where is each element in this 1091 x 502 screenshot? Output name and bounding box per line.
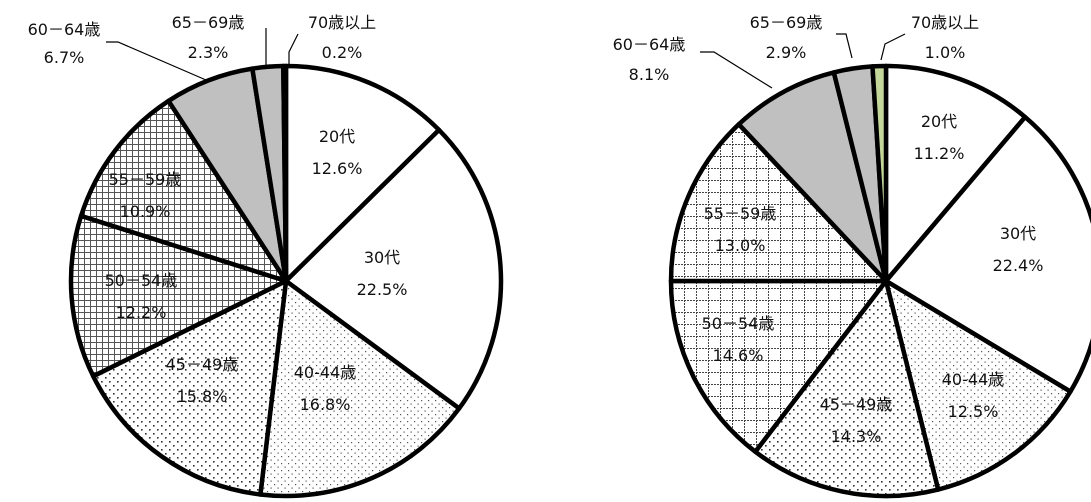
category-label-right-45-49: 45－49歳 <box>820 395 893 414</box>
category-label-left-30s: 30代 <box>364 248 400 267</box>
category-label-left-45-49: 45－49歳 <box>166 355 239 374</box>
category-label-right-40-44: 40-44歳 <box>942 370 1005 389</box>
value-label-right-20s: 11.2% <box>914 144 965 163</box>
category-label-left-20s: 20代 <box>319 127 355 146</box>
category-label-left-70-plus: 70歳以上 <box>308 13 376 32</box>
leader-line-left-70-plus <box>288 33 299 66</box>
value-label-right-60-64: 8.1% <box>629 65 670 84</box>
category-label-right-50-54: 50－54歳 <box>702 314 775 333</box>
value-label-left-60-64: 6.7% <box>44 48 85 67</box>
value-label-left-65-69: 2.3% <box>188 43 229 62</box>
value-label-left-45-49: 15.8% <box>177 387 228 406</box>
leader-line-right-70-plus <box>880 33 906 61</box>
category-label-left-55-59: 55－59歳 <box>109 170 182 189</box>
value-label-right-55-59: 13.0% <box>715 236 766 255</box>
leader-line-right-60-64 <box>700 51 773 89</box>
category-label-right-60-64: 60－64歳 <box>613 35 686 54</box>
pie-slice-left-70-plus <box>281 63 289 284</box>
value-label-right-50-54: 14.6% <box>713 346 764 365</box>
pie-slice-right-50-54 <box>668 278 889 454</box>
value-label-right-65-69: 2.9% <box>766 43 807 62</box>
pie-slice-right-30s <box>883 114 1091 394</box>
category-label-right-20s: 20代 <box>921 112 957 131</box>
value-label-right-45-49: 14.3% <box>831 427 882 446</box>
category-label-left-40-44: 40-44歳 <box>294 363 357 382</box>
leader-line-left-60-64 <box>106 41 207 81</box>
value-label-left-40-44: 16.8% <box>300 395 351 414</box>
pie-chart-right: 20代 11.2% 30代 22.4% 40-44歳 12.5% 45－49歳 14.3% 50… <box>613 13 1091 499</box>
pie-slice-right-20s <box>883 63 1028 284</box>
pie-slice-left-50-54 <box>68 213 289 379</box>
pie-chart-left: 20代 12.6% 30代 22.5% 40-44歳 16.8% 45－49歳 15.8% 50… <box>28 13 504 499</box>
category-label-left-50-54: 50－54歳 <box>105 271 178 290</box>
pie-slice-right-70-plus <box>870 63 889 284</box>
pie-slice-left-45-49 <box>90 278 289 497</box>
category-label-left-65-69: 65－69歳 <box>172 13 245 32</box>
leader-line-right-65-69 <box>836 33 853 59</box>
value-label-left-50-54: 12.2% <box>116 303 167 322</box>
pie-slice-right-55-59 <box>668 122 889 284</box>
value-label-right-30s: 22.4% <box>993 256 1044 275</box>
pie-slice-left-55-59 <box>78 98 289 284</box>
pie-slice-left-40-44 <box>258 278 462 499</box>
pie-slice-left-30s <box>283 127 504 411</box>
value-label-right-40-44: 12.5% <box>948 402 999 421</box>
pie-slice-right-40-44 <box>883 278 1073 492</box>
category-label-right-30s: 30代 <box>1000 224 1036 243</box>
category-label-right-65-69: 65－69歳 <box>750 13 823 32</box>
pie-slice-left-20s <box>283 63 442 284</box>
category-label-left-60-64: 60－64歳 <box>28 20 101 39</box>
value-label-left-30s: 22.5% <box>357 280 408 299</box>
value-label-left-55-59: 10.9% <box>120 202 171 221</box>
pie-slice-right-45-49 <box>753 278 941 499</box>
value-label-left-70-plus: 0.2% <box>322 43 363 62</box>
category-label-right-70-plus: 70歳以上 <box>911 13 979 32</box>
category-label-right-55-59: 55－59歳 <box>704 204 777 223</box>
value-label-right-70-plus: 1.0% <box>925 43 966 62</box>
value-label-left-20s: 12.6% <box>312 159 363 178</box>
